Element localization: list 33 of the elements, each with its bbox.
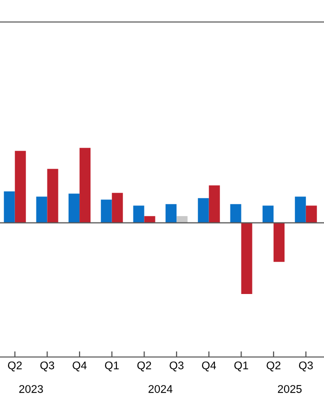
bar [198,198,209,223]
bar [100,200,112,223]
bar [112,192,123,223]
bar [144,216,156,223]
bar [230,204,242,223]
x-tick-label: Q1 [104,361,119,372]
x-tick-label: Q4 [72,361,87,372]
text: 2025 [278,385,302,393]
bar [176,216,188,223]
bar [14,150,26,223]
bar [4,191,15,223]
x-tick-label: Q3 [170,361,184,372]
bar [274,222,285,262]
x-tick-label: Q3 [299,361,313,372]
bar [68,194,80,223]
bar [166,204,177,223]
text: 2023 [19,385,43,393]
bar [47,168,58,223]
bar [294,196,306,223]
x-tick-label: Q2 [266,361,280,372]
bar [262,206,274,223]
bar [36,196,48,223]
bar [241,222,252,294]
x-tick-label: Q4 [202,361,216,372]
text: 2024 [148,385,172,393]
bar [306,206,317,223]
x-tick-label: Q2 [8,361,22,372]
x-tick-label: Q1 [234,361,248,372]
x-tick-label: Q2 [137,361,152,372]
bar [208,185,220,223]
bar [80,148,91,223]
x-tick-label: Q3 [40,361,54,372]
bar [133,206,144,223]
